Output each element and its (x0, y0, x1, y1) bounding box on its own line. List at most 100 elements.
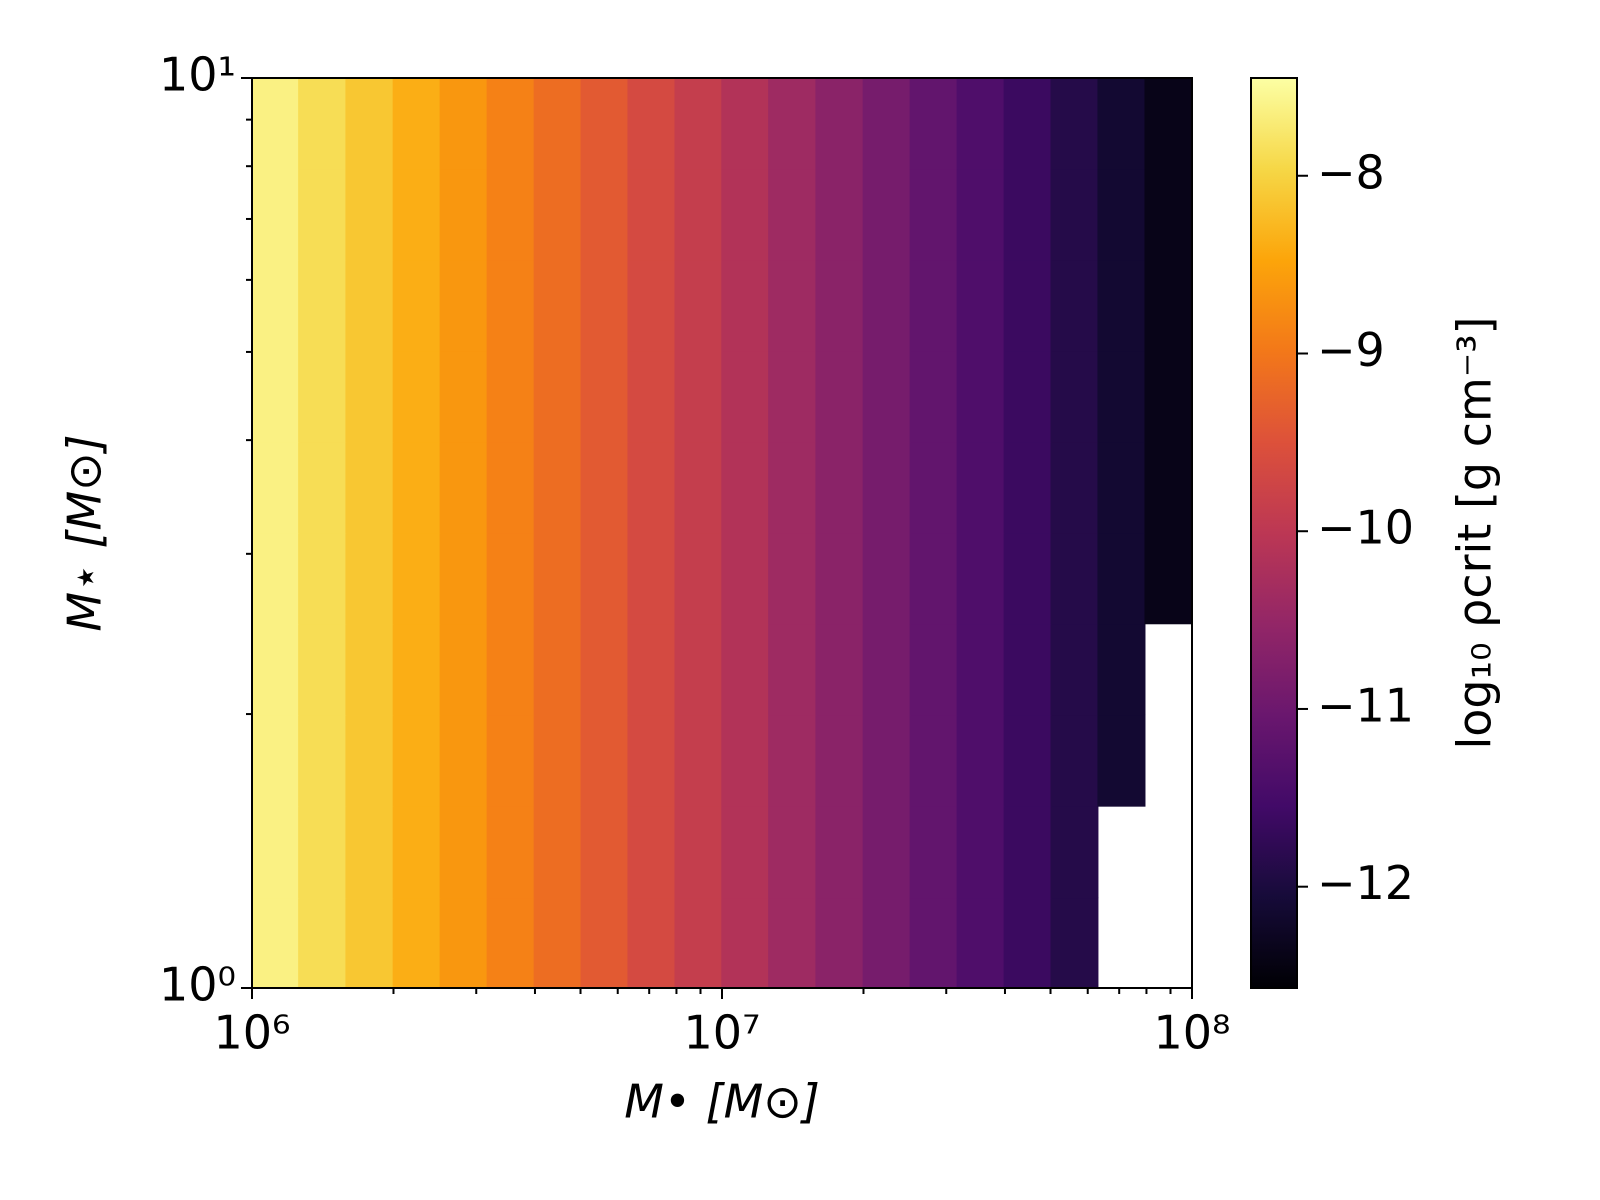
heatmap-cell (956, 897, 1005, 988)
heatmap-cell (674, 623, 723, 716)
heatmap-cell (674, 168, 723, 261)
heatmap-cell (768, 441, 817, 534)
heatmap-cell (392, 897, 441, 988)
heatmap-cell (533, 623, 582, 716)
heatmap-cell (674, 897, 723, 988)
heatmap-cell (533, 350, 582, 443)
heatmap-cell (815, 897, 864, 988)
heatmap-cell (298, 168, 347, 261)
heatmap-cell (721, 259, 770, 352)
heatmap-cell (627, 78, 676, 170)
heatmap-cell (1003, 532, 1052, 625)
heatmap-cell (1050, 532, 1099, 625)
heatmap-cell (486, 78, 535, 170)
heatmap-cell (1050, 714, 1099, 807)
heatmap-cell (956, 805, 1005, 899)
heatmap-cell (298, 259, 347, 352)
heatmap-cell (627, 714, 676, 807)
colorbar-tick-label: −8 (1317, 145, 1385, 199)
heatmap-cell (815, 623, 864, 716)
heatmap-cell (533, 714, 582, 807)
heatmap-cell (1144, 78, 1192, 170)
heatmap-cell (580, 78, 629, 170)
heatmap-cell (252, 897, 300, 988)
heatmap-cell (1050, 623, 1099, 716)
heatmap-cell (768, 78, 817, 170)
heatmap-cell (252, 78, 300, 170)
heatmap-cell (439, 168, 488, 261)
heatmap-cell (862, 714, 911, 807)
heatmap-cell (956, 259, 1005, 352)
heatmap-cell (815, 532, 864, 625)
heatmap-cell (580, 532, 629, 625)
heatmap-cell (721, 714, 770, 807)
heatmap-cell (392, 78, 441, 170)
heatmap-cell (1003, 805, 1052, 899)
heatmap-cell (1144, 168, 1192, 261)
heatmap-cell (252, 441, 300, 534)
heatmap-cell (1003, 168, 1052, 261)
heatmap-cell (956, 623, 1005, 716)
heatmap-cell (1050, 805, 1099, 899)
heatmap-cell (862, 78, 911, 170)
heatmap-cell (486, 897, 535, 988)
heatmap-cell (392, 532, 441, 625)
heatmap-cell (580, 168, 629, 261)
heatmap-cell (439, 897, 488, 988)
heatmap-cell (533, 168, 582, 261)
heatmap-cell (674, 259, 723, 352)
heatmap-cell (486, 714, 535, 807)
heatmap-cell (439, 714, 488, 807)
heatmap-cell (956, 532, 1005, 625)
heatmap-cell (1144, 441, 1192, 534)
heatmap-cell (298, 714, 347, 807)
x-tick-label: 10⁷ (684, 1006, 761, 1060)
heatmap-cell (862, 259, 911, 352)
heatmap-cell (909, 168, 958, 261)
heatmap-cell (862, 350, 911, 443)
heatmap-cell (1003, 441, 1052, 534)
heatmap-cell (392, 168, 441, 261)
y-tick-label: 10⁰ (159, 958, 236, 1012)
x-tick-label: 10⁸ (1154, 1006, 1231, 1060)
heatmap-cell (909, 78, 958, 170)
heatmap-cell (909, 532, 958, 625)
heatmap-cell (627, 623, 676, 716)
heatmap-cell (768, 350, 817, 443)
heatmap-cell (1097, 259, 1146, 352)
heatmap-cell (1003, 78, 1052, 170)
heatmap-cell (909, 623, 958, 716)
heatmap-cell (345, 897, 394, 988)
heatmap-cell (768, 897, 817, 988)
heatmap-cell (862, 897, 911, 988)
heatmap-cell (486, 350, 535, 443)
heatmap-cell (627, 259, 676, 352)
heatmap-cell (674, 441, 723, 534)
heatmap-cell (580, 897, 629, 988)
heatmap-cell (1003, 623, 1052, 716)
heatmap-cell (1003, 714, 1052, 807)
heatmap-cell (298, 350, 347, 443)
colorbar-tick-label: −11 (1317, 678, 1414, 732)
heatmap-cell (345, 259, 394, 352)
heatmap-cell (439, 441, 488, 534)
heatmap-cell (298, 897, 347, 988)
heatmap-cell (1003, 897, 1052, 988)
heatmap-cell (252, 805, 300, 899)
heatmap-cell (252, 259, 300, 352)
heatmap-cell (345, 78, 394, 170)
y-axis-label: M⋆ [M⊙] (58, 434, 112, 631)
colorbar-label: log₁₀ ρcrit [g cm⁻³] (1448, 316, 1502, 749)
colorbar-tick-label: −9 (1317, 323, 1385, 377)
heatmap-cell (1097, 78, 1146, 170)
heatmap-cell (345, 623, 394, 716)
heatmap-cell (298, 532, 347, 625)
heatmap-cell (721, 805, 770, 899)
heatmap-cell (721, 532, 770, 625)
heatmap-cell (909, 350, 958, 443)
heatmap-cell (533, 897, 582, 988)
heatmap-cell (392, 623, 441, 716)
heatmap-cell (815, 441, 864, 534)
heatmap-cell (486, 532, 535, 625)
heatmap-cell (815, 805, 864, 899)
